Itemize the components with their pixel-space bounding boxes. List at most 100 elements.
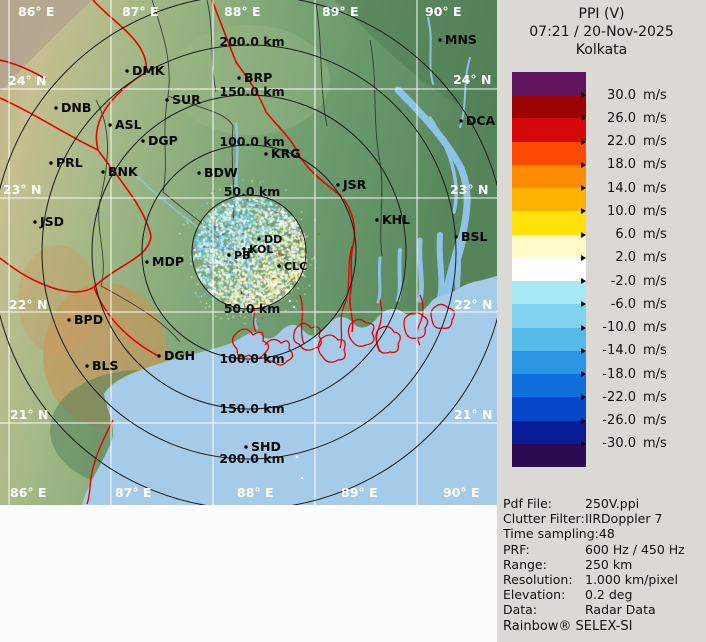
lon-label-top: 89° E	[322, 4, 359, 19]
title-block: PPI (V) 07:21 / 20-Nov-2025 Kolkata	[497, 5, 706, 59]
range-ring-157	[91, 94, 407, 410]
lon-label-bottom: 90° E	[443, 485, 480, 500]
ring-label-bottom: 150.0 km	[219, 401, 284, 416]
city-label-BRP: BRP	[244, 70, 272, 85]
ring-label-bottom: 200.0 km	[219, 451, 284, 466]
param-value: 250V.ppi	[585, 496, 640, 511]
city-label-CLC: CLC	[284, 260, 307, 273]
tick-arrow-icon	[581, 371, 586, 378]
city-label-BPD: BPD	[74, 312, 103, 327]
param-value: 600 Hz / 450 Hz	[585, 541, 685, 557]
tick-value: -10.0	[602, 320, 636, 336]
city-label-JSR: JSR	[342, 177, 367, 192]
legend-tick--6.0: -6.0 m/s	[581, 296, 667, 312]
city-dot-BSL	[454, 235, 458, 239]
tick-unit: m/s	[643, 203, 667, 219]
lon-label-bottom: 89° E	[341, 485, 378, 500]
param-value: IIRDoppler 7	[585, 511, 663, 527]
blank-area	[0, 505, 497, 642]
tick-arrow-icon	[581, 185, 586, 192]
tick-value: -22.0	[602, 389, 636, 405]
city-label-KHL: KHL	[382, 212, 410, 227]
lat-label-right: 21° N	[454, 407, 492, 422]
legend-band-11	[512, 327, 586, 351]
city-label-BLS: BLS	[92, 358, 119, 373]
param-value: 250 km	[585, 556, 633, 572]
tick-value: 10.0	[607, 203, 636, 219]
param-row-prf: PRF: 600 Hz / 450 Hz	[503, 542, 703, 557]
velocity-colorbar	[512, 72, 586, 467]
tick-arrow-icon	[581, 440, 586, 447]
ring-label-top: 100.0 km	[219, 134, 284, 149]
param-label: PRF:	[503, 541, 530, 557]
product-title: PPI (V)	[578, 6, 625, 22]
lon-label-top: 86° E	[18, 4, 55, 19]
city-dot-BRP	[237, 76, 241, 80]
tick-value: -18.0	[602, 366, 636, 382]
lon-label-bottom: 87° E	[115, 485, 152, 500]
city-label-SHD: SHD	[251, 439, 281, 454]
lon-label-top: 88° E	[224, 4, 261, 19]
ring-label-top: 50.0 km	[224, 184, 281, 199]
city-dot-DD	[257, 237, 261, 241]
legend-band-4	[512, 164, 586, 189]
param-label: Data:	[503, 602, 538, 618]
city-label-ASL: ASL	[115, 117, 142, 132]
lat-label-left: 22° N	[9, 297, 47, 312]
tick-value: -14.0	[602, 343, 636, 359]
city-dot-SHD	[244, 445, 248, 449]
city-label-DCA: DCA	[466, 113, 496, 128]
legend-band-7	[512, 234, 586, 258]
tick-arrow-icon	[581, 324, 586, 331]
lat-label-left: 23° N	[3, 182, 41, 197]
param-value: 1.000 km/pixel	[585, 572, 678, 588]
city-dot-KOL	[242, 247, 246, 251]
ring-label-bottom: 50.0 km	[224, 301, 281, 316]
legend-band-13	[512, 374, 586, 398]
city-label-DNB: DNB	[61, 100, 91, 115]
radar-center-marker	[245, 248, 253, 256]
legend-band-15	[512, 420, 586, 444]
legend-band-10	[512, 304, 586, 328]
legend-tick--30.0: -30.0 m/s	[581, 436, 667, 452]
legend-tick-6.0: 6.0 m/s	[581, 227, 667, 243]
scan-parameters: Pdf File: 250V.ppi Clutter Filter: IIRDoppl…	[503, 496, 703, 618]
param-row-pdffile: Pdf File: 250V.ppi	[503, 496, 703, 511]
ring-label-bottom: 100.0 km	[219, 351, 284, 366]
legend-tick-26.0: 26.0 m/s	[581, 110, 667, 126]
tick-arrow-icon	[581, 115, 586, 122]
param-label: Elevation:	[503, 587, 566, 603]
lon-label-top: 87° E	[122, 4, 159, 19]
tick-value: 30.0	[607, 87, 636, 103]
graticule-lines	[0, 0, 497, 505]
tick-arrow-icon	[581, 278, 586, 285]
city-label-KRG: KRG	[271, 146, 301, 161]
legend-tick-30.0: 30.0 m/s	[581, 87, 667, 103]
city-dot-JSR	[336, 183, 340, 187]
city-dot-MNS	[438, 38, 442, 42]
range-ring-107	[141, 144, 357, 360]
ring-label-top: 200.0 km	[219, 34, 284, 49]
city-dot-DGP	[141, 139, 145, 143]
legend-band-0	[512, 72, 586, 96]
tick-arrow-icon	[581, 254, 586, 261]
tick-unit: m/s	[643, 389, 667, 405]
tick-value: 22.0	[607, 134, 636, 150]
legend-band-14	[512, 397, 586, 421]
param-row-timesampling: Time sampling: 48	[503, 526, 703, 541]
param-label: Pdf File:	[503, 496, 552, 511]
city-dot-ASL	[108, 123, 112, 127]
tick-unit: m/s	[643, 413, 667, 429]
lon-label-top: 90° E	[425, 4, 462, 19]
tick-arrow-icon	[581, 417, 586, 424]
tick-arrow-icon	[581, 92, 586, 99]
tick-value: 26.0	[607, 110, 636, 126]
lon-label-bottom: 86° E	[10, 485, 47, 500]
map-overlay-layer: 50.0 km 50.0 km 100.0 km 100.0 km 150.0 km 15…	[0, 0, 497, 505]
city-label-DMK: DMK	[132, 63, 166, 78]
lat-label-left: 21° N	[10, 407, 48, 422]
city-label-KOL: KOL	[249, 243, 273, 256]
legend-band-2	[512, 118, 586, 142]
tick-arrow-icon	[581, 231, 586, 238]
legend-band-3	[512, 141, 586, 165]
